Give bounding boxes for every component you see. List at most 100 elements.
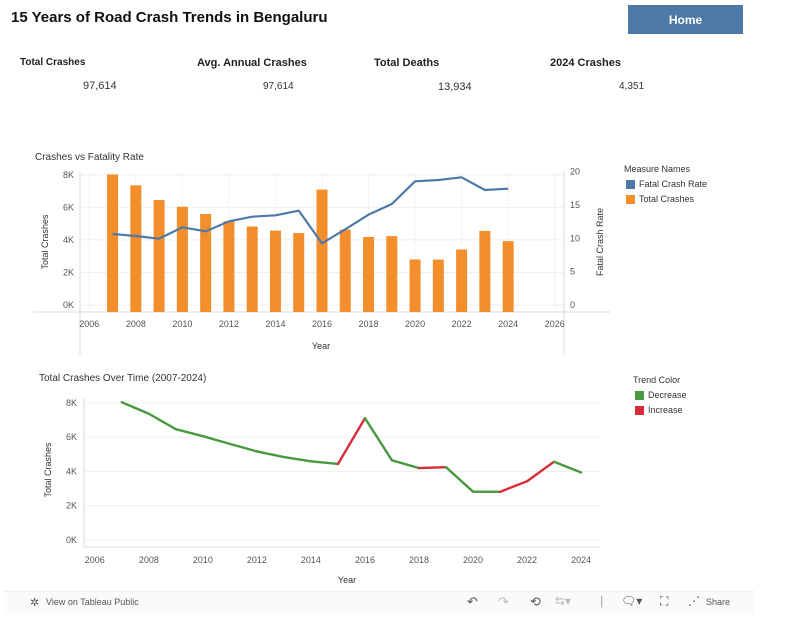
chart1-x-tick-label: 2008 [126, 319, 146, 329]
chart2-x-tick-label: 2022 [517, 555, 537, 565]
legend-item-total-crashes[interactable]: Total Crashes [626, 194, 694, 204]
chart1-bar-2018 [363, 236, 375, 312]
chart1-bar-2024 [502, 241, 514, 312]
chart2-x-tick-label: 2006 [85, 555, 105, 565]
revert-icon[interactable]: ⟲ [530, 594, 541, 609]
chart2-segment-2018 [417, 465, 448, 470]
chart1-y-tick-label: 8K [63, 170, 74, 180]
chart2-x-tick-label: 2008 [139, 555, 159, 565]
chart2-x-tick-label: 2024 [571, 555, 591, 565]
chart2-y-tick-label: 6K [66, 432, 77, 442]
chart1-x-tick-label: 2010 [172, 319, 192, 329]
legend1-title: Measure Names [624, 164, 691, 174]
page-title: 15 Years of Road Crash Trends in Bengalu… [11, 9, 328, 26]
chart1-bar-2020 [409, 259, 421, 312]
chart1-y2-axis-label: Fatal Crash Rate [595, 208, 605, 276]
chart1-bar-2010 [176, 206, 188, 312]
chart1-y-tick-label: 6K [63, 202, 74, 212]
comment-icon[interactable]: 🗨▾ [621, 594, 643, 608]
chart2-segment-2014 [309, 460, 340, 466]
chart1-y-tick-label: 4K [63, 235, 74, 245]
chart1-x-tick-label: 2022 [452, 319, 472, 329]
chart1-bar-2011 [200, 214, 212, 312]
chart1-x-tick-label: 2026 [545, 319, 565, 329]
legend-label-decrease: Decrease [648, 390, 687, 400]
redo-icon[interactable]: ↷ [498, 594, 509, 609]
chart1-y-tick-label: 2K [63, 267, 74, 277]
chart1-x-tick-label: 2018 [359, 319, 379, 329]
legend-item-increase[interactable]: Increase [635, 405, 683, 415]
chart1-bar-2023 [479, 230, 491, 312]
chart2-segment-2015 [336, 417, 367, 466]
chart1-bar-2007 [107, 174, 119, 312]
chart2-segment-2012 [255, 450, 286, 459]
chart2-segment-2019 [444, 465, 475, 493]
chart1-y2-tick-label: 15 [570, 200, 580, 210]
kpi-2024-crashes-value: 4,351 [619, 81, 645, 92]
chart1-y2-tick-label: 20 [570, 167, 580, 177]
refresh-icon[interactable]: ⇆▾ [555, 594, 572, 608]
chart2-x-axis-label: Year [338, 575, 356, 585]
kpi-total-crashes-value: 97,614 [83, 80, 117, 92]
chart2-x-tick-label: 2020 [463, 555, 483, 565]
chart1-bar-2016 [316, 189, 328, 312]
legend-label-fatal-crash-rate: Fatal Crash Rate [639, 179, 708, 189]
chart2-segment-2009 [174, 427, 205, 438]
chart1-x-tick-label: 2006 [79, 319, 99, 329]
share-icon[interactable]: ⋰ [688, 594, 700, 608]
chart2-title: Total Crashes Over Time (2007-2024) [39, 373, 207, 384]
chart2-x-tick-label: 2014 [301, 555, 321, 565]
chart1-bar-2013 [246, 226, 258, 312]
home-button[interactable]: Home [628, 5, 743, 34]
chart1-y2-tick-label: 10 [570, 233, 580, 243]
view-on-tableau-link[interactable]: View on Tableau Public [46, 597, 139, 607]
tableau-toolbar: ✲ View on Tableau Public ↶ ↷ ⟲ ⇆▾ | 🗨▾ ⛶… [4, 591, 754, 614]
chart1-x-tick-label: 2020 [405, 319, 425, 329]
chart1-x-axis-label: Year [312, 341, 330, 351]
kpi-total-deaths-label: Total Deaths [374, 57, 440, 69]
chart2-x-tick-label: 2012 [247, 555, 267, 565]
chart2-y-tick-label: 8K [66, 398, 77, 408]
kpi-total-deaths-value: 13,934 [438, 81, 472, 93]
chart2-segment-2022 [525, 460, 556, 483]
chart1-bar-2008 [130, 185, 142, 312]
chart1-y-axis-label: Total Crashes [40, 214, 50, 270]
chart2-segment-2023 [552, 460, 583, 474]
chart2-segment-2010 [201, 434, 232, 446]
chart2-x-tick-label: 2016 [355, 555, 375, 565]
chart2-x-tick-label: 2010 [193, 555, 213, 565]
legend-item-fatal-crash-rate[interactable]: Fatal Crash Rate [626, 179, 707, 189]
chart1-bar-2009 [153, 200, 165, 312]
chart1-bar-2012 [223, 221, 235, 312]
tableau-logo-icon: ✲ [30, 597, 40, 609]
share-button[interactable]: Share [706, 597, 731, 607]
kpi-avg-annual-label: Avg. Annual Crashes [197, 57, 307, 69]
fullscreen-icon[interactable]: ⛶ [660, 594, 669, 608]
undo-icon[interactable]: ↶ [467, 594, 478, 609]
chart1-bar-2022 [456, 249, 468, 312]
chart1-title: Crashes vs Fatality Rate [35, 152, 144, 163]
chart2-y-tick-label: 4K [66, 466, 77, 476]
swatch-fatal-crash-rate [626, 179, 635, 189]
chart2-segment-2008 [147, 412, 178, 431]
chart2-segment-2013 [282, 455, 313, 463]
chart2-x-tick-label: 2018 [409, 555, 429, 565]
legend2-title: Trend Color [633, 375, 681, 385]
chart1-y-tick-label: 0K [63, 300, 74, 310]
chart1-fatal-rate-line [112, 176, 509, 245]
chart2-segment-2007 [120, 401, 151, 415]
chart1-bar-2017 [339, 229, 351, 312]
swatch-decrease [635, 390, 644, 400]
legend-item-decrease[interactable]: Decrease [635, 390, 687, 400]
chart2-y-tick-label: 2K [66, 501, 77, 511]
legend-label-increase: Increase [648, 405, 683, 415]
kpi-total-crashes-label: Total Crashes [20, 57, 86, 68]
chart1-x-tick-label: 2016 [312, 319, 332, 329]
chart1-x-tick-label: 2024 [498, 319, 518, 329]
chart1-bar-2015 [293, 233, 305, 312]
chart2-y-axis-label: Total Crashes [43, 442, 53, 498]
kpi-avg-annual-value: 97,614 [263, 81, 294, 92]
swatch-total-crashes [626, 194, 635, 204]
legend-label-total-crashes: Total Crashes [639, 194, 695, 204]
